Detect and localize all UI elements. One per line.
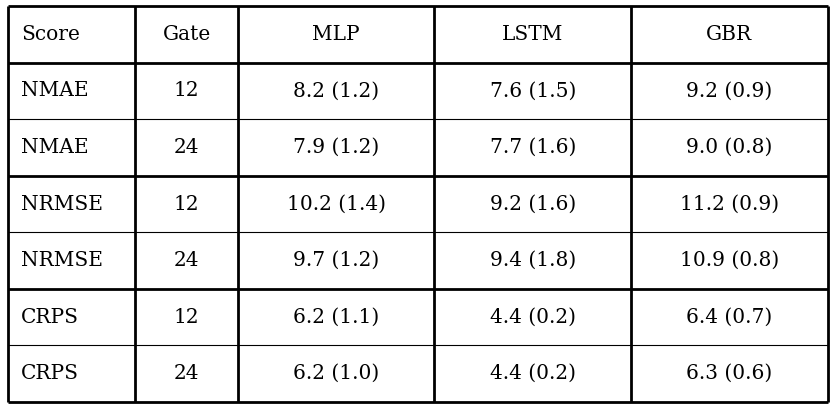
Text: NMAE: NMAE <box>21 138 89 157</box>
Text: GBR: GBR <box>706 25 752 44</box>
Text: 24: 24 <box>174 251 199 270</box>
Text: MLP: MLP <box>313 25 359 44</box>
Text: NRMSE: NRMSE <box>21 251 103 270</box>
Text: 24: 24 <box>174 364 199 383</box>
Text: Gate: Gate <box>162 25 211 44</box>
Text: 7.7 (1.6): 7.7 (1.6) <box>490 138 576 157</box>
Text: 9.0 (0.8): 9.0 (0.8) <box>686 138 772 157</box>
Text: 6.2 (1.1): 6.2 (1.1) <box>293 308 380 326</box>
Text: CRPS: CRPS <box>21 308 79 326</box>
Text: 8.2 (1.2): 8.2 (1.2) <box>293 82 380 100</box>
Text: 11.2 (0.9): 11.2 (0.9) <box>680 195 779 213</box>
Text: Score: Score <box>21 25 80 44</box>
Text: NMAE: NMAE <box>21 82 89 100</box>
Text: 9.4 (1.8): 9.4 (1.8) <box>490 251 576 270</box>
Text: 10.9 (0.8): 10.9 (0.8) <box>680 251 779 270</box>
Text: 12: 12 <box>174 195 199 213</box>
Text: 9.2 (0.9): 9.2 (0.9) <box>686 82 772 100</box>
Text: 4.4 (0.2): 4.4 (0.2) <box>490 364 576 383</box>
Text: 9.2 (1.6): 9.2 (1.6) <box>490 195 576 213</box>
Text: 7.9 (1.2): 7.9 (1.2) <box>293 138 380 157</box>
Text: 9.7 (1.2): 9.7 (1.2) <box>293 251 380 270</box>
Text: 6.3 (0.6): 6.3 (0.6) <box>686 364 772 383</box>
Text: CRPS: CRPS <box>21 364 79 383</box>
Text: LSTM: LSTM <box>502 25 563 44</box>
Text: 24: 24 <box>174 138 199 157</box>
Text: 12: 12 <box>174 82 199 100</box>
Text: 4.4 (0.2): 4.4 (0.2) <box>490 308 576 326</box>
Text: 6.4 (0.7): 6.4 (0.7) <box>686 308 772 326</box>
Text: 7.6 (1.5): 7.6 (1.5) <box>490 82 576 100</box>
Text: 6.2 (1.0): 6.2 (1.0) <box>293 364 380 383</box>
Text: NRMSE: NRMSE <box>21 195 103 213</box>
Text: 10.2 (1.4): 10.2 (1.4) <box>287 195 385 213</box>
Text: 12: 12 <box>174 308 199 326</box>
